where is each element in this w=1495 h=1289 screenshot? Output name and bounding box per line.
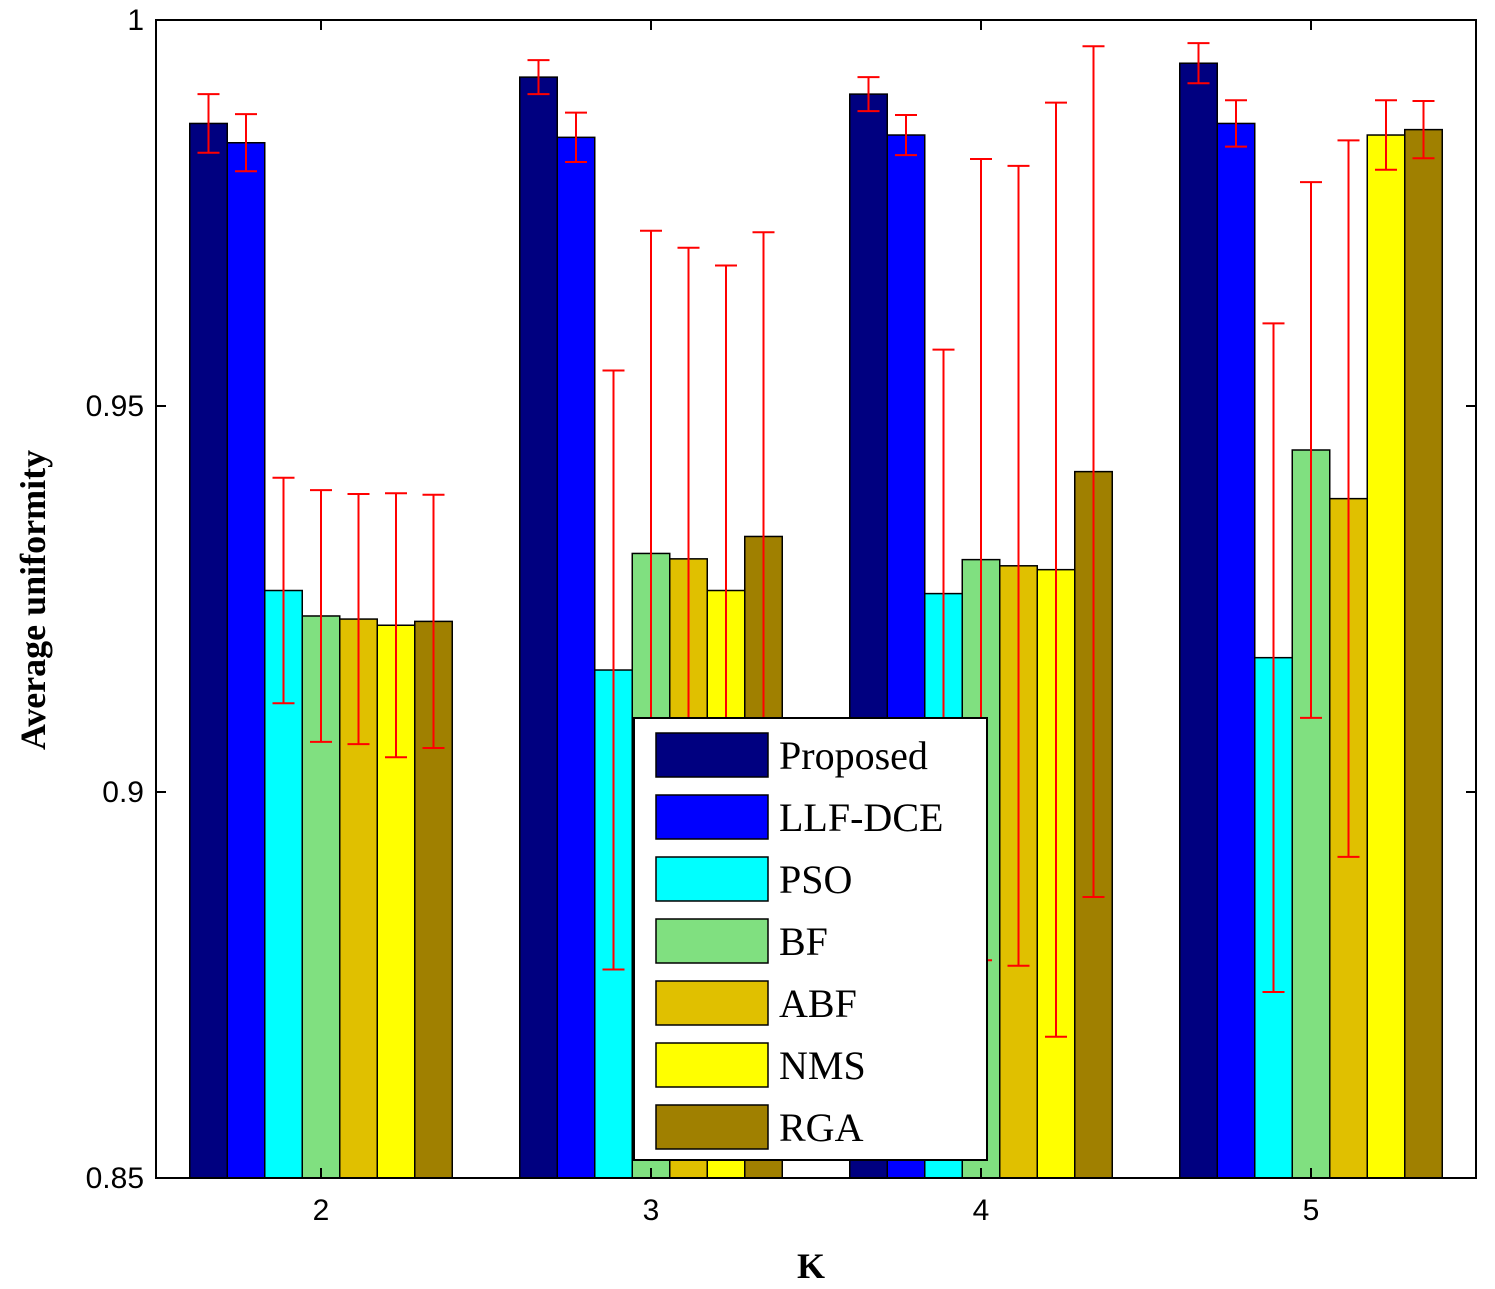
error-bar-bf-k5 (1300, 181, 1322, 719)
error-bar-pso-k2 (272, 476, 295, 705)
y-axis: 0.85 0.9 0.95 1 (86, 4, 1476, 1195)
error-bar-proposed-k4 (857, 76, 880, 113)
error-bar-proposed-k2 (197, 93, 220, 154)
y-tick-label: 0.95 (86, 390, 144, 423)
legend-swatch (655, 918, 769, 964)
error-bar-abf-k5 (1337, 139, 1360, 858)
legend-swatch (655, 856, 769, 902)
y-tick-label: 0.9 (102, 776, 144, 809)
legend-item-rga: RGA (655, 1104, 864, 1150)
legend-label: Proposed (779, 733, 928, 778)
error-bar-nms-k4 (1045, 101, 1067, 1038)
legend-swatch (655, 1042, 769, 1088)
x-axis-title: K (797, 1246, 825, 1286)
error-bar-proposed-k3 (527, 59, 550, 96)
x-tick-label: 2 (313, 1194, 330, 1227)
legend-label: NMS (779, 1043, 866, 1088)
x-axis: 2 3 4 5 (313, 20, 1320, 1227)
legend-label: BF (779, 919, 828, 964)
error-bar-llf-dce-k4 (895, 113, 917, 157)
legend-item-nms: NMS (655, 1042, 866, 1088)
error-bar-abf-k4 (1007, 164, 1030, 967)
legend-swatch (655, 980, 769, 1026)
error-bar-llf-dce-k2 (235, 113, 257, 173)
error-bar-pso-k3 (602, 369, 625, 971)
bar-nms-k5 (1366, 134, 1406, 1179)
legend-label: RGA (779, 1105, 864, 1150)
x-tick-label: 5 (1303, 1194, 1320, 1227)
legend-item-pso: PSO (655, 856, 852, 902)
legend-label: PSO (779, 857, 852, 902)
error-bar-llf-dce-k5 (1225, 99, 1247, 148)
y-tick-label: 0.85 (86, 1162, 144, 1195)
plot-frame (155, 19, 1477, 1179)
x-tick-label: 3 (643, 1194, 660, 1227)
error-bar-nms-k2 (385, 492, 407, 759)
legend-item-llf-dce: LLF-DCE (655, 794, 943, 840)
x-tick-label: 4 (973, 1194, 990, 1227)
error-bar-rga-k2 (422, 493, 445, 749)
y-tick-label: 1 (127, 4, 144, 37)
error-bar-rga-k4 (1082, 45, 1105, 898)
bar-llf-dce-k3 (556, 136, 596, 1179)
bar-rga-k5 (1404, 128, 1443, 1179)
bar-llf-dce-k5 (1216, 122, 1256, 1179)
legend-label: ABF (779, 981, 857, 1026)
bar-proposed-k2 (189, 122, 228, 1179)
y-axis-title: Average uniformity (13, 450, 53, 750)
legend-swatch (655, 794, 769, 840)
legend: Proposed LLF-DCE PSO BF ABF NMS RGA (633, 717, 988, 1161)
legend-item-proposed: Proposed (655, 732, 928, 778)
error-bar-proposed-k5 (1187, 42, 1210, 85)
error-bar-pso-k5 (1262, 322, 1285, 993)
error-bar-nms-k5 (1375, 99, 1397, 171)
legend-swatch (655, 1104, 769, 1150)
bar-proposed-k3 (519, 76, 558, 1179)
legend-item-abf: ABF (655, 980, 857, 1026)
legend-item-bf: BF (655, 918, 828, 964)
error-bar-rga-k5 (1412, 100, 1435, 160)
error-bar-llf-dce-k3 (565, 111, 587, 164)
legend-swatch (655, 732, 769, 778)
error-bar-bf-k2 (310, 489, 332, 743)
legend-label: LLF-DCE (779, 795, 943, 840)
error-bar-abf-k2 (347, 493, 370, 746)
bar-llf-dce-k2 (226, 141, 266, 1179)
bar-proposed-k5 (1179, 62, 1218, 1179)
